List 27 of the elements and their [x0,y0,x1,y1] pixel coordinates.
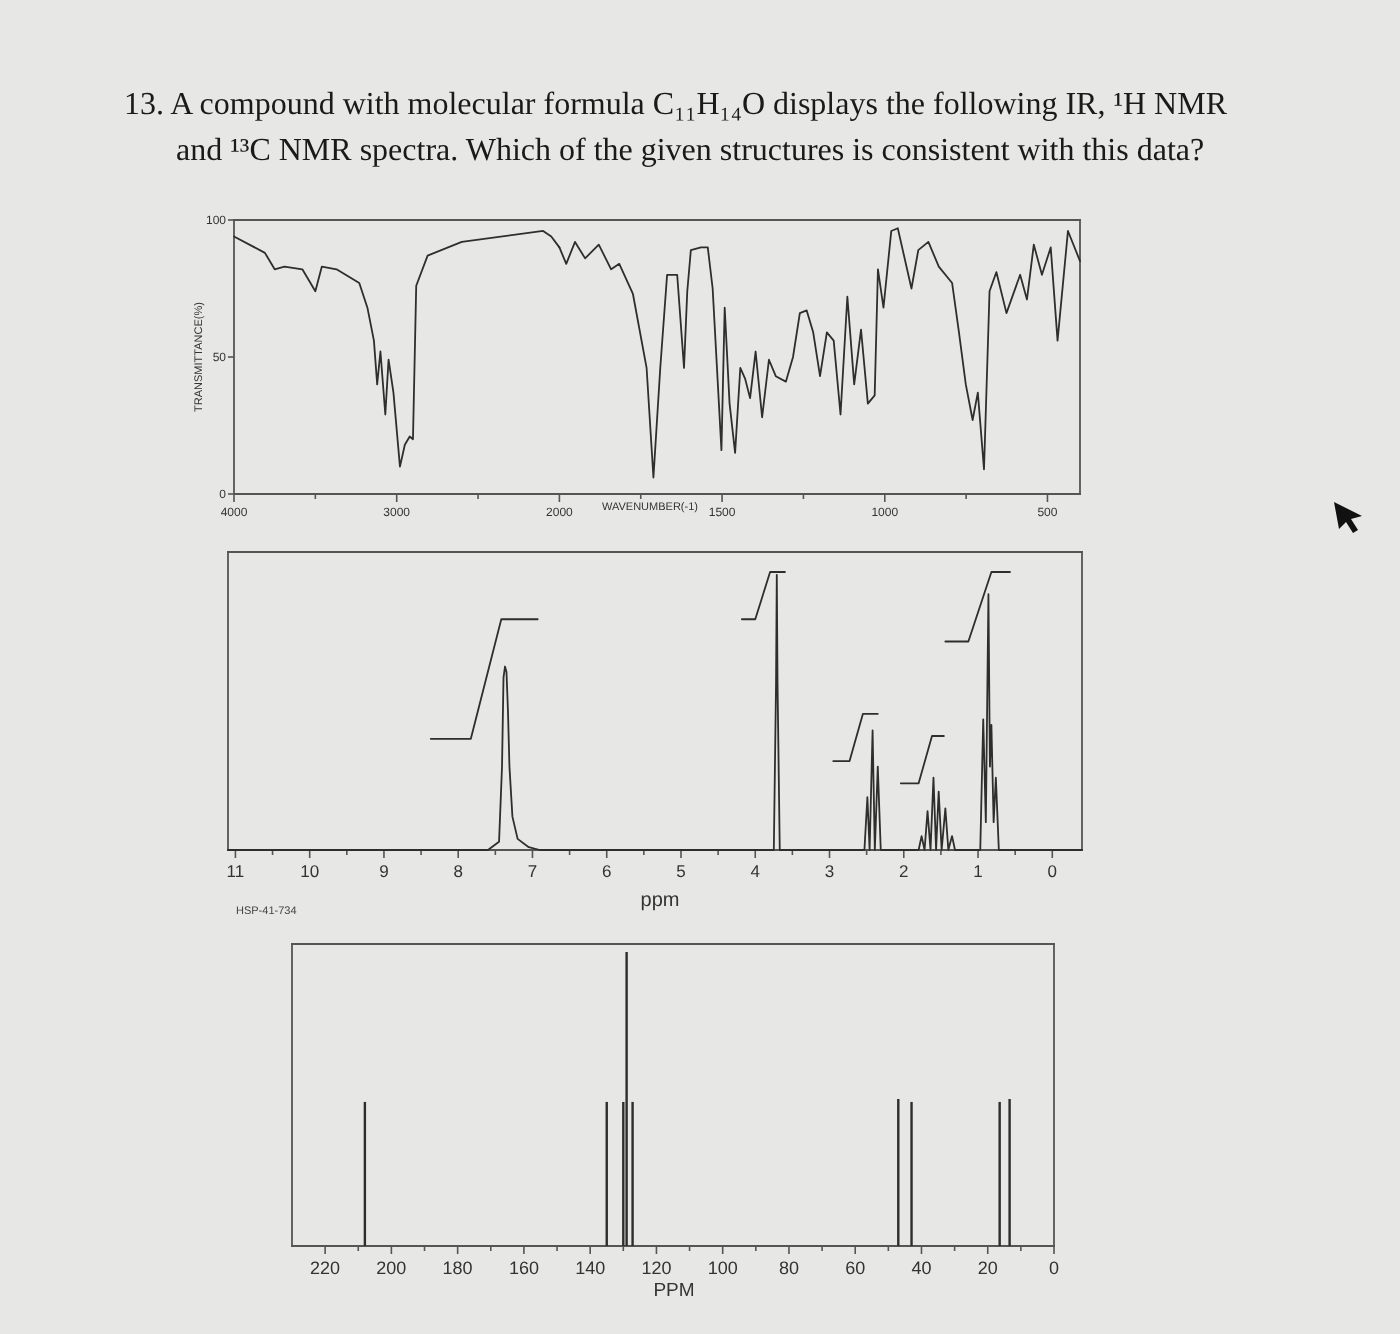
x-tick-label: 5 [676,861,687,881]
x-tick-label: 0 [1047,861,1058,881]
x-tick-label: 80 [778,1258,799,1278]
text: 13. A compound with molecular formula C₁₁H₁₄O displays the following IR, ¹H NMR and ¹³C NMR spectra. Which of the given structures is consistent with this data? [124,88,1228,168]
x-tick-label: 6 [602,861,612,881]
x-tick-label: 100 [707,1258,738,1278]
x-tick-label: 7 [527,861,538,881]
x-tick-label: 160 [508,1258,539,1278]
x-tick-label: 11 [226,861,245,881]
x-tick-label: 180 [442,1258,473,1278]
x-tick-label: 9 [379,861,390,881]
x-tick-label: 20 [977,1258,998,1278]
x-axis-title: PPM [653,1280,695,1302]
x-tick-label: 60 [845,1258,866,1278]
x-tick-label: 2 [899,861,910,881]
x-tick-label: 200 [376,1258,407,1278]
x-tick-label: 0 [1048,1258,1060,1278]
x-tick-label: 40 [911,1258,932,1278]
x-tick-label: 220 [310,1258,341,1278]
x-tick-label: 1 [973,861,984,881]
x-tick-label: 3 [824,861,835,881]
x-tick-label: 4 [750,861,761,881]
x-tick-label: 140 [575,1258,606,1278]
x-axis-title: ppm [640,890,680,912]
x-tick-label: 120 [641,1258,672,1278]
x-tick-label: 8 [453,861,464,881]
x-tick-label: 10 [300,861,320,881]
